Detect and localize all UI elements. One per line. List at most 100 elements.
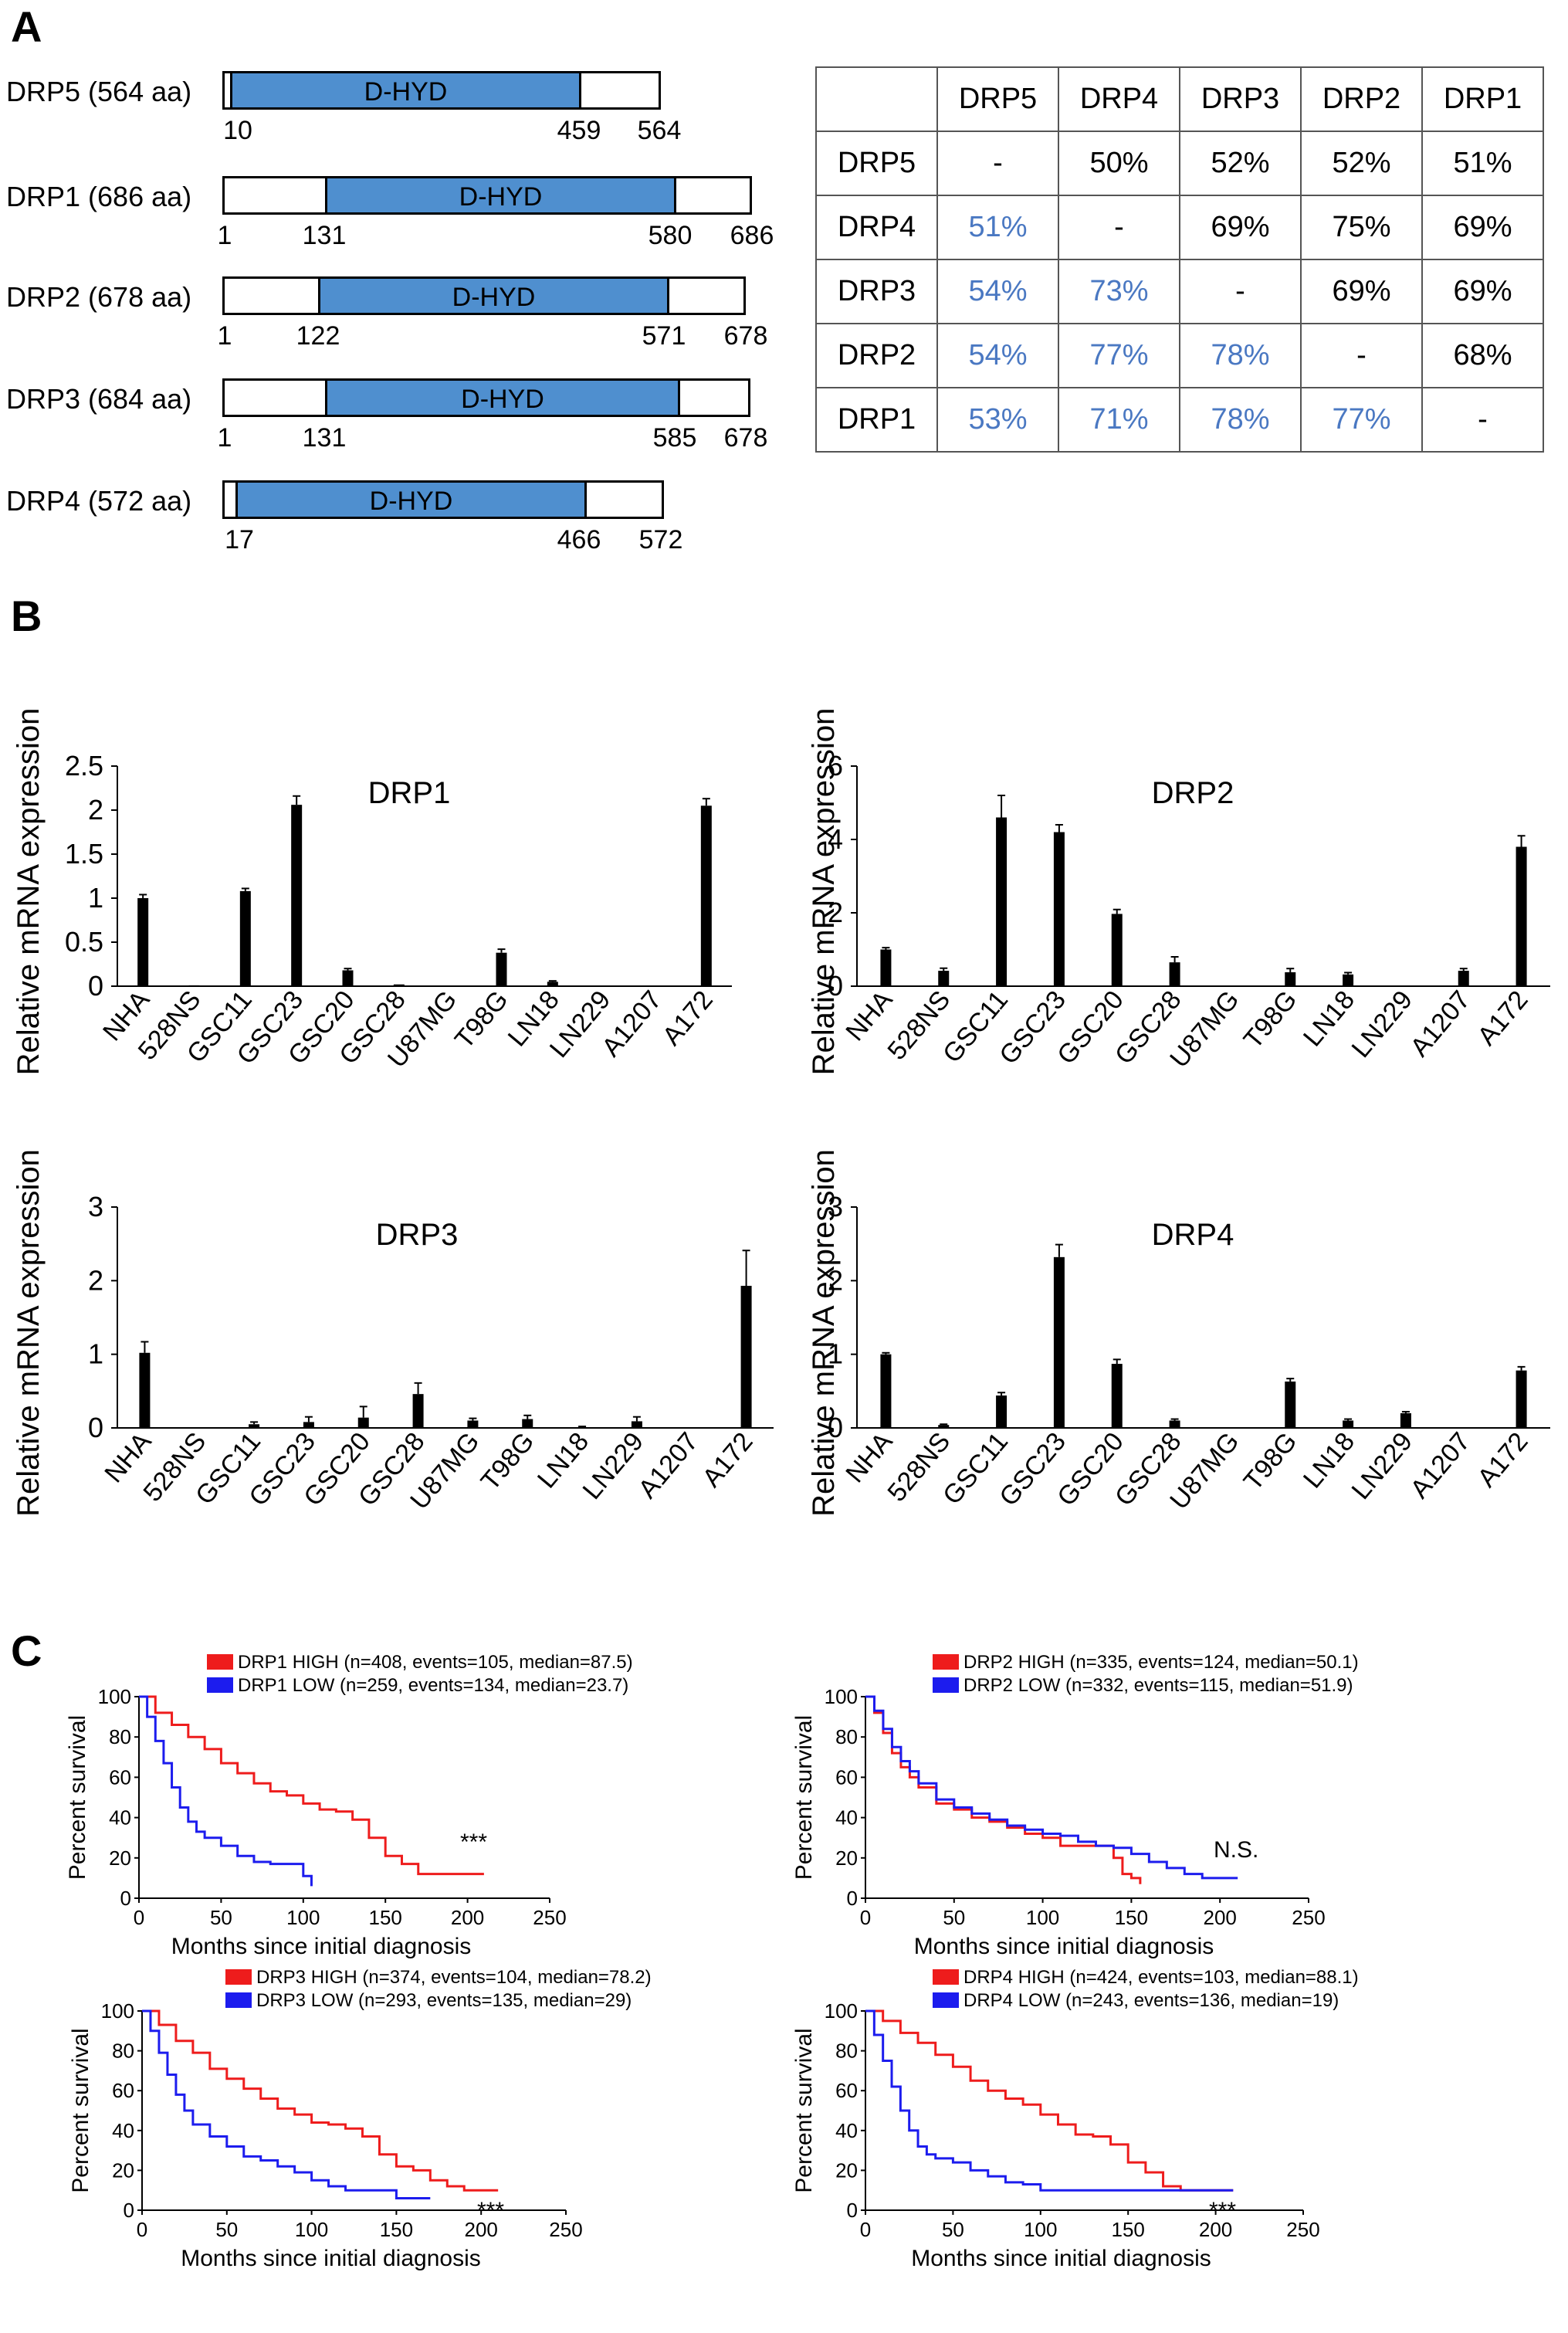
y-tick-label: 20 bbox=[835, 2158, 858, 2182]
table-cell: 54% bbox=[936, 259, 1059, 324]
sequence-identity-table: DRP5 DRP4 DRP3 DRP2 DRP1 DRP5 - 50% 52% … bbox=[815, 66, 1544, 453]
survival-chart-4: 0 20 40 60 80 100 0 50 100 150 200 250 Months since … bbox=[791, 1967, 1359, 2271]
table-cell: 52% bbox=[1300, 131, 1423, 196]
bar bbox=[1169, 962, 1180, 986]
x-tick-label: 50 bbox=[210, 1906, 232, 1929]
category-label: GSC20 bbox=[298, 1427, 376, 1512]
high-survival-curve bbox=[865, 1695, 1142, 1884]
table-cell: - bbox=[936, 131, 1059, 196]
table-cell: 51% bbox=[1421, 131, 1544, 196]
domain-row-drp2: DRP2 (678 aa) D-HYD 1 122 571 678 bbox=[6, 276, 778, 351]
category-label: 528NS bbox=[137, 1427, 212, 1507]
d-hyd-domain: D-HYD bbox=[230, 73, 581, 107]
domain-mid2-pos: 571 bbox=[642, 321, 686, 351]
table-cell: - bbox=[1058, 195, 1180, 260]
domain-row-drp5: DRP5 (564 aa) D-HYD 10 459 564 bbox=[6, 71, 778, 145]
x-tick-label: 200 bbox=[1204, 1906, 1237, 1929]
y-tick-label: 100 bbox=[825, 1685, 858, 1708]
table-cell: 69% bbox=[1179, 195, 1302, 260]
protein-length: 564 bbox=[637, 116, 682, 145]
domain-row-drp4: DRP4 (572 aa) D-HYD 17 466 572 bbox=[6, 480, 778, 554]
y-tick-label: 6 bbox=[828, 750, 843, 782]
x-tick-label: 100 bbox=[1026, 1906, 1059, 1929]
domain-label: D-HYD bbox=[461, 385, 544, 414]
bar-chart-3: 0 1 2 3 DRP3 Relative mRNA expression NHA528NS… bbox=[12, 1149, 774, 1517]
table-row-header: DRP4 bbox=[815, 195, 938, 260]
category-label: LN229 bbox=[1346, 1427, 1419, 1505]
legend-swatch bbox=[933, 1677, 959, 1693]
d-hyd-domain: D-HYD bbox=[318, 279, 669, 313]
category-label: LN229 bbox=[1346, 985, 1419, 1063]
legend-swatch bbox=[207, 1654, 233, 1670]
table-row-header: DRP3 bbox=[815, 259, 938, 324]
y-tick-label: 80 bbox=[835, 2040, 858, 2063]
table-row: DRP1 53% 71% 78% 77% - bbox=[815, 387, 1544, 453]
x-tick-label: 50 bbox=[942, 2218, 964, 2241]
domain-mid1-pos: 131 bbox=[302, 221, 347, 250]
domain-label: D-HYD bbox=[452, 283, 536, 312]
y-tick-label: 0 bbox=[847, 1887, 858, 1910]
d-hyd-domain: D-HYD bbox=[325, 178, 676, 212]
domain-start-pos: 17 bbox=[225, 525, 254, 554]
domain-mid1-pos: 122 bbox=[296, 321, 340, 351]
category-label: A172 bbox=[1472, 1427, 1534, 1493]
domain-start-pos: 1 bbox=[217, 321, 232, 351]
domain-protein-name: DRP2 (678 aa) bbox=[6, 281, 192, 313]
category-label: U87MG bbox=[382, 985, 462, 1073]
x-tick-label: 150 bbox=[1115, 1906, 1148, 1929]
y-tick-label: 60 bbox=[835, 2079, 858, 2102]
category-label: GSC28 bbox=[1109, 1427, 1187, 1512]
table-row-header: DRP5 bbox=[815, 131, 938, 196]
bar bbox=[137, 898, 149, 986]
bar-chart-1: 0 0.5 1 1.5 2 2.5 DRP1 Relative mRNA expression… bbox=[12, 708, 732, 1075]
table-cell: 50% bbox=[1058, 131, 1180, 196]
high-survival-curve bbox=[865, 2009, 1234, 2192]
x-tick-label: 200 bbox=[451, 1906, 484, 1929]
legend-swatch bbox=[225, 1992, 252, 2008]
survival-chart-2: 0 20 40 60 80 100 0 50 100 150 200 250 Months since … bbox=[791, 1652, 1359, 1959]
bar bbox=[1111, 914, 1123, 986]
category-label: NHA bbox=[97, 985, 155, 1046]
chart-title: DRP2 bbox=[1152, 776, 1234, 810]
domain-row-drp1: DRP1 (686 aa) D-HYD 1 131 580 686 bbox=[6, 176, 778, 250]
protein-length: 572 bbox=[638, 525, 683, 554]
domain-protein-bar: D-HYD bbox=[222, 480, 664, 519]
bar bbox=[938, 1425, 950, 1428]
bar bbox=[239, 890, 251, 986]
table-row: DRP2 54% 77% 78% - 68% bbox=[815, 323, 1544, 388]
y-tick-label: 100 bbox=[101, 1999, 134, 2023]
legend-label: DRP1 LOW (n=259, events=134, median=23.7… bbox=[238, 1675, 628, 1696]
table-row-header: DRP2 bbox=[815, 323, 938, 388]
domain-start-pos: 1 bbox=[217, 221, 232, 250]
bar bbox=[996, 817, 1008, 986]
category-label: GSC20 bbox=[1052, 1427, 1129, 1512]
legend-swatch bbox=[933, 1654, 959, 1670]
y-axis-label: Relative mRNA expression bbox=[807, 1149, 841, 1517]
y-tick-label: 20 bbox=[835, 1846, 858, 1870]
table-cell: 77% bbox=[1300, 387, 1423, 453]
bar bbox=[880, 949, 892, 986]
table-row: DRP5 - 50% 52% 52% 51% bbox=[815, 131, 1544, 196]
protein-length: 686 bbox=[730, 221, 774, 250]
bar-chart-2: 0 2 4 6 DRP2 Relative mRNA expression NHA528NS… bbox=[807, 708, 1550, 1075]
category-label: LN18 bbox=[503, 985, 565, 1053]
x-tick-label: 150 bbox=[380, 2218, 413, 2241]
y-tick-label: 80 bbox=[109, 1725, 131, 1748]
significance-annotation: N.S. bbox=[1214, 1837, 1258, 1863]
bar bbox=[303, 1422, 314, 1428]
category-label: GSC23 bbox=[232, 985, 310, 1070]
legend-label: DRP3 LOW (n=293, events=135, median=29) bbox=[256, 1990, 632, 2011]
table-header-row: DRP5 DRP4 DRP3 DRP2 DRP1 bbox=[815, 66, 1544, 132]
legend-swatch bbox=[933, 1969, 959, 1985]
table-column-header: DRP1 bbox=[1421, 66, 1544, 132]
x-tick-label: 100 bbox=[1024, 2218, 1057, 2241]
table-corner-cell bbox=[815, 66, 938, 132]
bar-chart-4: 0 1 2 3 DRP4 Relative mRNA expression NHA528NS… bbox=[807, 1149, 1550, 1517]
y-tick-label: 2 bbox=[88, 1264, 103, 1296]
table-cell: 73% bbox=[1058, 259, 1180, 324]
y-tick-label: 40 bbox=[835, 2119, 858, 2142]
category-label: 528NS bbox=[133, 985, 207, 1066]
category-label: GSC20 bbox=[1052, 985, 1129, 1070]
panel-label-a: A bbox=[11, 2, 42, 51]
legend-label: DRP1 HIGH (n=408, events=105, median=87.… bbox=[238, 1652, 633, 1673]
